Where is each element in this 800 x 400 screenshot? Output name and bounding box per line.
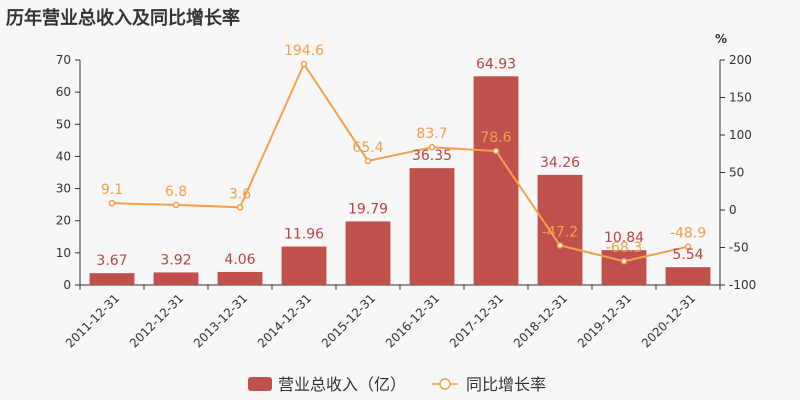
y-left-tick-label: 0 bbox=[63, 278, 71, 292]
y-right-tick-label: 150 bbox=[729, 91, 752, 105]
line-value-label: 3.6 bbox=[229, 186, 251, 202]
legend-line-marker bbox=[439, 378, 451, 390]
y-left-tick-label: 50 bbox=[56, 117, 71, 131]
line-point bbox=[556, 242, 564, 249]
chart-title: 历年营业总收入及同比增长率 bbox=[6, 8, 240, 29]
x-tick-label: 2017-12-31 bbox=[447, 291, 506, 350]
y-left-tick-label: 10 bbox=[56, 246, 71, 260]
x-tick-label: 2015-12-31 bbox=[319, 291, 378, 350]
bar-value-label: 11.96 bbox=[284, 227, 324, 243]
bar bbox=[217, 271, 263, 285]
line-value-label: 9.1 bbox=[101, 182, 123, 198]
axes: 0 10 20 30 40 50 60 70 -100 -50 0 50 100 150 200% 2011-… bbox=[56, 32, 757, 350]
y-left-tick-label: 20 bbox=[56, 214, 71, 228]
growth-line bbox=[111, 61, 689, 263]
x-tick-label: 2018-12-31 bbox=[511, 291, 570, 350]
y-right-tick-label: 0 bbox=[729, 203, 737, 217]
legend[interactable]: 营业总收入（亿） 同比增长率 bbox=[248, 375, 546, 394]
line-point bbox=[172, 201, 180, 209]
x-tick-label: 2013-12-31 bbox=[191, 291, 250, 350]
line-point bbox=[684, 243, 692, 250]
y-left-tick-label: 60 bbox=[56, 85, 71, 99]
bar bbox=[601, 250, 647, 285]
bar bbox=[281, 246, 327, 285]
bar-value-label: 19.79 bbox=[348, 201, 388, 217]
y-left-tick-label: 40 bbox=[56, 149, 71, 163]
line-value-label: -68.3 bbox=[606, 240, 642, 256]
bar-value-label: 3.92 bbox=[160, 252, 191, 268]
x-tick-label: 2012-12-31 bbox=[127, 291, 186, 350]
legend-bar-label: 营业总收入（亿） bbox=[278, 375, 406, 394]
bar-value-label: 34.26 bbox=[540, 155, 580, 171]
line-point bbox=[620, 257, 628, 265]
y-right-unit-label: % bbox=[715, 32, 727, 46]
bar-value-label: 36.35 bbox=[412, 148, 452, 164]
data-labels: 3.67 3.92 4.06 11.96 19.79 36.35 64.93 34.26 10.… bbox=[96, 43, 706, 269]
y-right-tick-label: 50 bbox=[729, 166, 744, 180]
line-value-label: 6.8 bbox=[165, 184, 187, 200]
legend-line-label: 同比增长率 bbox=[466, 375, 546, 394]
x-tick-label: 2014-12-31 bbox=[255, 291, 314, 350]
line-value-label: 78.6 bbox=[480, 130, 511, 146]
line-value-label: -47.2 bbox=[542, 224, 578, 240]
bar bbox=[473, 76, 519, 286]
y-right-tick-label: -50 bbox=[729, 241, 749, 255]
bar bbox=[665, 267, 711, 285]
line-point bbox=[300, 60, 308, 68]
bar-value-label: 4.06 bbox=[224, 252, 255, 268]
bar bbox=[537, 174, 583, 285]
line-point bbox=[492, 147, 500, 155]
legend-bar-swatch bbox=[248, 377, 272, 391]
bar-value-label: 64.93 bbox=[476, 56, 516, 72]
bar bbox=[153, 272, 199, 285]
y-left-tick-label: 30 bbox=[56, 182, 71, 196]
line-value-label: 194.6 bbox=[284, 43, 324, 59]
bar bbox=[89, 273, 135, 285]
bar bbox=[345, 221, 391, 285]
y-left-tick-label: 70 bbox=[56, 53, 71, 67]
x-tick-label: 2011-12-31 bbox=[63, 291, 122, 350]
bar-value-label: 3.67 bbox=[96, 253, 127, 269]
line-point bbox=[108, 199, 116, 207]
y-right-tick-label: 200 bbox=[729, 53, 752, 67]
line-point bbox=[364, 157, 372, 165]
x-tick-label: 2019-12-31 bbox=[575, 291, 634, 350]
line-series bbox=[108, 60, 692, 265]
bar-value-label: 5.54 bbox=[672, 247, 703, 263]
line-value-label: 83.7 bbox=[416, 126, 447, 142]
line-value-label: 65.4 bbox=[352, 140, 383, 156]
y-right-tick-label: -100 bbox=[729, 278, 756, 292]
line-point bbox=[236, 204, 244, 211]
x-tick-label: 2016-12-31 bbox=[383, 291, 442, 350]
x-tick-label: 2020-12-31 bbox=[639, 291, 698, 350]
y-right-tick-label: 100 bbox=[729, 128, 752, 142]
bar-series bbox=[89, 76, 711, 286]
line-value-label: -48.9 bbox=[670, 226, 706, 242]
line-point bbox=[428, 143, 436, 151]
bar bbox=[409, 168, 455, 285]
bar-value-label: 10.84 bbox=[604, 230, 644, 246]
